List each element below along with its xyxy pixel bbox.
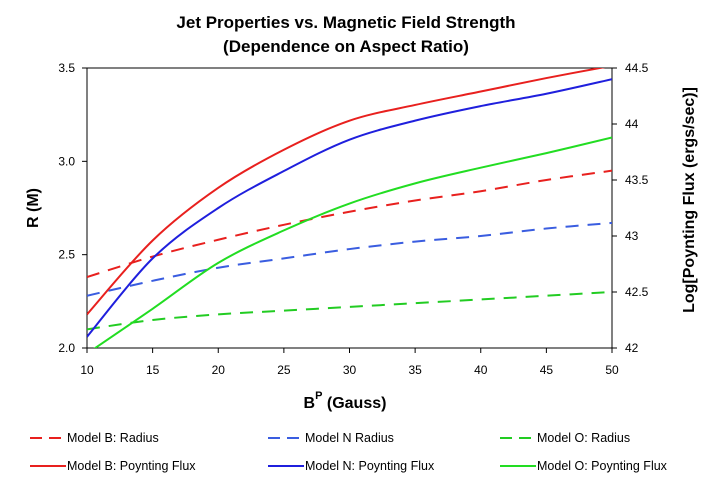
x-tick-label: 30 [343,363,357,377]
series-line-3 [87,68,606,316]
y2-axis-label: Log[Poynting Flux (ergs/sec)] [681,87,698,313]
y-tick-label: 2.0 [58,341,75,355]
y-tick-label: 3.5 [58,61,75,75]
y2-tick-label: 42 [625,341,639,355]
y-tick-label: 3.0 [58,154,75,168]
legend-label: Model B: Poynting Flux [67,459,196,473]
y2-tick-label: 43 [625,229,639,243]
y2-tick-label: 44 [625,117,639,131]
x-tick-label: 15 [146,363,160,377]
legend-label: Model N: Poynting Flux [305,459,435,473]
legend-label: Model O: Poynting Flux [537,459,668,473]
legend-label: Model B: Radius [67,431,159,445]
series-lines [87,68,612,348]
series-line-4 [87,78,612,338]
legend: Model B: Radius Model N Radius Model O: Ra… [30,431,668,473]
x-tick-label: 50 [605,363,619,377]
plot-frame [86,67,613,349]
y-tick-label: 2.5 [58,248,75,262]
plot-area: 10 15 20 25 30 35 40 45 50 2.0 2.5 3.0 3.5 42 42.5 43 43… [58,61,648,377]
series-line-1 [87,221,612,297]
y2-tick-label: 42.5 [625,285,649,299]
x-axis-label-main: B [304,395,316,412]
chart-title: Jet Properties vs. Magnetic Field Streng… [176,13,515,32]
y2-tick-label: 44.5 [625,61,649,75]
legend-label: Model O: Radius [537,431,630,445]
x-tick-label: 10 [80,363,94,377]
chart-subtitle: (Dependence on Aspect Ratio) [223,37,469,56]
x-axis-label-rest: (Gauss) [322,395,386,412]
x-axis-label: BP (Gauss) [304,390,387,412]
y2-tick-label: 43.5 [625,173,649,187]
x-tick-label: 20 [212,363,226,377]
x-tick-label: 25 [277,363,291,377]
y-axis-label: R (M) [25,188,42,228]
x-tick-label: 35 [408,363,422,377]
x-tick-label: 40 [474,363,488,377]
x-axis-label-sup: P [315,390,322,402]
series-line-2 [87,291,612,331]
series-line-5 [93,136,612,348]
legend-label: Model N Radius [305,431,394,445]
x-tick-label: 45 [540,363,554,377]
series-line-0 [87,169,612,279]
